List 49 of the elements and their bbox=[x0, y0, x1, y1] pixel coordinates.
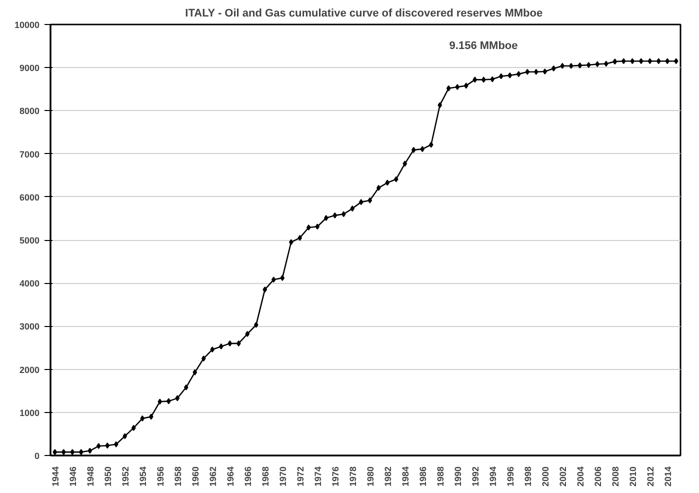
y-tick-label: 7000 bbox=[19, 149, 40, 160]
x-tick-label: 1946 bbox=[68, 466, 78, 487]
x-tick-label: 1948 bbox=[85, 466, 96, 487]
y-tick-label: 8000 bbox=[19, 106, 40, 116]
annotation: 9.156 MMboe bbox=[449, 40, 518, 52]
x-tick-label: 2014 bbox=[662, 466, 673, 487]
x-tick-label: 1970 bbox=[278, 466, 288, 487]
y-tick-label: 1000 bbox=[19, 408, 40, 418]
x-tick-label: 1966 bbox=[242, 466, 253, 487]
x-tick-label: 1964 bbox=[225, 466, 236, 487]
x-tick-label: 1992 bbox=[470, 466, 480, 487]
y-tick-label: 9000 bbox=[19, 63, 40, 74]
y-tick-label: 4000 bbox=[19, 278, 40, 289]
x-tick-label: 1972 bbox=[295, 466, 306, 487]
x-tick-label: 2004 bbox=[575, 466, 586, 487]
x-tick-label: 2010 bbox=[628, 466, 638, 487]
chart-title: ITALY - Oil and Gas cumulative curve of discovered reserves MMboe bbox=[185, 8, 543, 20]
x-tick-label: 1968 bbox=[260, 466, 270, 487]
y-tick-label: 5000 bbox=[19, 236, 40, 246]
y-tick-label: 10000 bbox=[14, 20, 40, 30]
x-tick-label: 2012 bbox=[645, 466, 656, 487]
x-tick-label: 2008 bbox=[610, 466, 620, 487]
x-tick-label: 1988 bbox=[435, 466, 446, 487]
x-tick-label: 1954 bbox=[138, 466, 148, 487]
x-tick-label: 1956 bbox=[155, 466, 166, 487]
x-tick-label: 2002 bbox=[558, 466, 568, 487]
x-tick-label: 1990 bbox=[452, 466, 463, 487]
y-tick-label: 2000 bbox=[19, 364, 40, 375]
x-tick-label: 1986 bbox=[418, 466, 428, 487]
x-tick-label: 1958 bbox=[172, 466, 183, 487]
y-tick-label: 3000 bbox=[19, 322, 40, 332]
x-tick-label: 1944 bbox=[50, 466, 60, 487]
y-tick-label: 0 bbox=[34, 451, 40, 461]
x-tick-label: 1980 bbox=[365, 466, 376, 487]
x-tick-label: 1978 bbox=[348, 466, 358, 487]
x-tick-label: 2000 bbox=[540, 466, 550, 487]
x-tick-label: 1998 bbox=[522, 466, 533, 487]
x-tick-label: 1974 bbox=[312, 466, 323, 487]
y-tick-label: 6000 bbox=[19, 192, 40, 202]
x-tick-label: 1962 bbox=[208, 466, 218, 487]
x-tick-label: 2006 bbox=[592, 466, 603, 487]
x-tick-label: 1996 bbox=[505, 466, 516, 487]
x-tick-label: 1960 bbox=[190, 466, 200, 487]
x-tick-label: 1976 bbox=[330, 466, 340, 487]
x-tick-label: 1950 bbox=[102, 466, 113, 487]
x-tick-label: 1984 bbox=[400, 466, 410, 487]
x-tick-label: 1952 bbox=[120, 466, 130, 487]
x-tick-label: 1994 bbox=[488, 466, 498, 487]
x-tick-label: 1982 bbox=[382, 466, 393, 487]
